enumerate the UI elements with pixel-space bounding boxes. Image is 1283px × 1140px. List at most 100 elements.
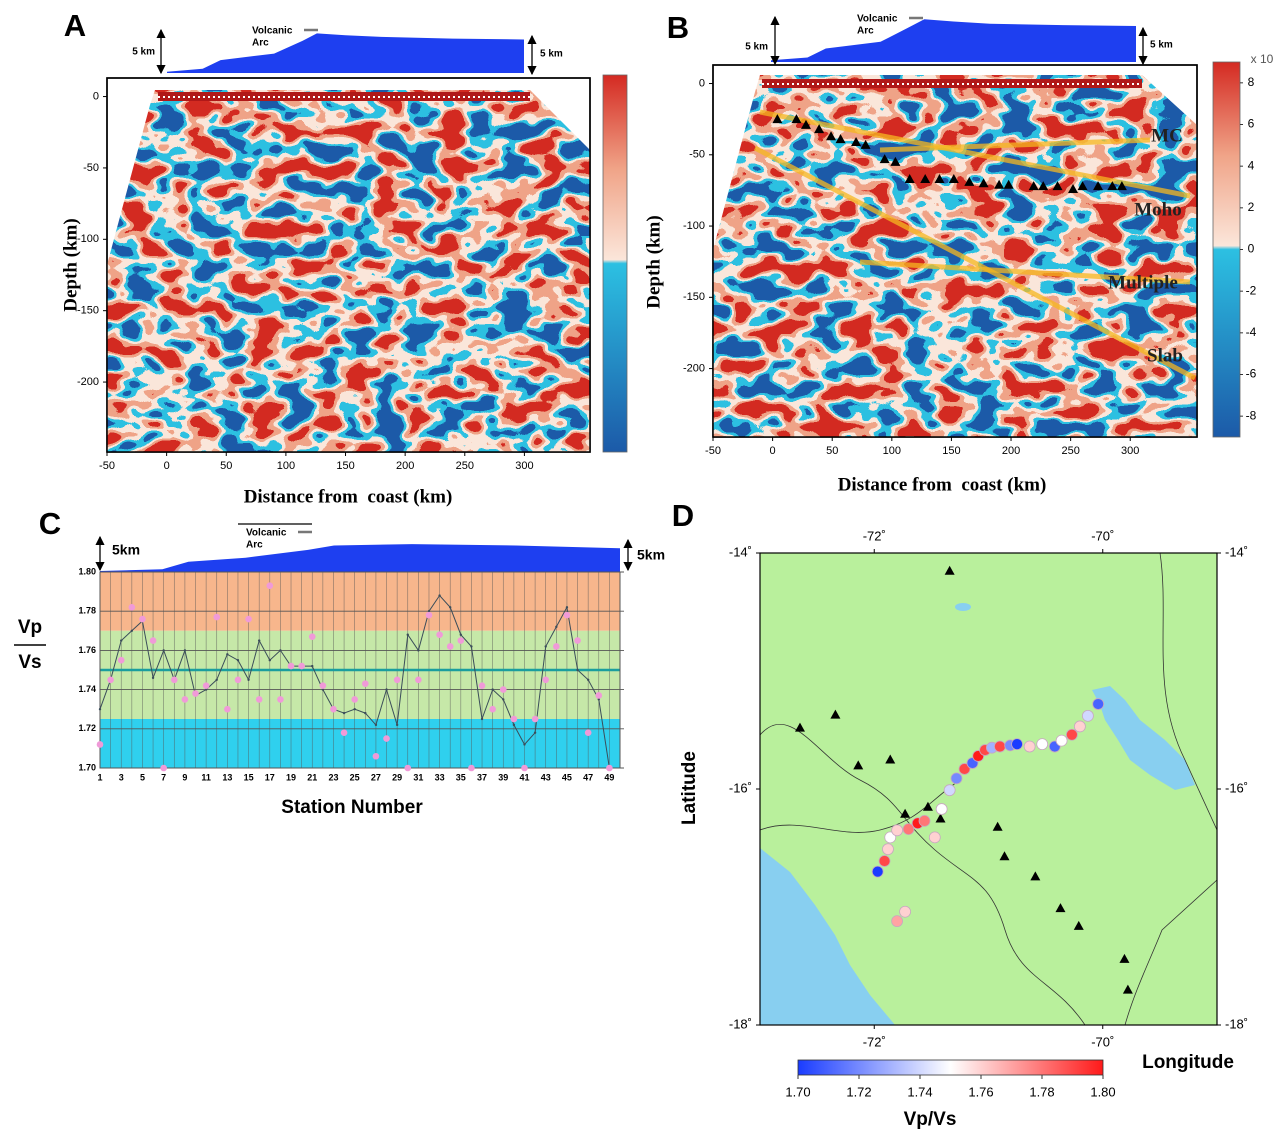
- annotation: Multiple: [1108, 272, 1178, 293]
- y-tick-label: -14˚: [729, 544, 752, 559]
- plot-border: [106, 77, 591, 453]
- line-vertex: [533, 731, 537, 734]
- line-vertex: [544, 645, 547, 648]
- pick-marker: [978, 178, 989, 188]
- x-tick-label: -50: [705, 445, 721, 457]
- colorbar-tick-label: -4: [1246, 325, 1257, 339]
- colorbar-tick-label: 2: [1248, 200, 1255, 214]
- scale-label: 5 km: [745, 42, 768, 53]
- vpvs-dot: [1092, 698, 1105, 710]
- colorbar-tick-label: 1.78: [1029, 1084, 1054, 1099]
- vpvs-dot: [943, 784, 956, 797]
- arc-label: Volcanic: [252, 26, 293, 37]
- x-tick-label: 21: [307, 772, 317, 782]
- vpvs-point: [245, 615, 252, 623]
- vpvs-dot: [882, 843, 894, 856]
- scale-label: 5 km: [540, 49, 563, 60]
- y-tick-label: -14˚: [1225, 544, 1248, 559]
- line-vertex: [342, 711, 346, 715]
- x-tick-label: 35: [456, 772, 466, 782]
- line-vertex: [565, 606, 569, 609]
- station: [1055, 903, 1066, 913]
- vpvs-point: [298, 662, 305, 670]
- line-vertex: [406, 633, 409, 636]
- panel-letter: B: [667, 10, 689, 45]
- vpvs-point: [287, 662, 295, 670]
- x-axis-label: Distance from coast (km): [838, 474, 1047, 495]
- colorbar-label: x 10: [1251, 52, 1274, 66]
- vpvs-point: [521, 764, 528, 772]
- x-tick-label: 200: [1002, 445, 1020, 457]
- vpvs-point: [308, 633, 316, 640]
- vpvs-point: [383, 735, 390, 742]
- topography: [167, 33, 524, 73]
- x-tick-label: 1: [97, 772, 102, 782]
- x-tick-label: 300: [1121, 445, 1139, 457]
- y-tick-label: -100: [77, 233, 99, 245]
- x-tick-label: -72˚: [863, 528, 886, 543]
- interpretation-line: [753, 145, 1197, 381]
- annotation: Moho: [1134, 199, 1182, 220]
- pick-marker: [835, 134, 846, 144]
- line-vertex: [385, 688, 388, 691]
- border-line: [1124, 879, 1217, 1025]
- x-axis-label: Distance from coast (km): [244, 486, 453, 507]
- line-vertex: [279, 649, 282, 652]
- panel-letter: C: [39, 506, 61, 541]
- line-vertex: [247, 678, 250, 681]
- plot-border: [712, 64, 1198, 438]
- y-axis-label: Vs: [18, 652, 41, 673]
- line-vertex: [204, 688, 208, 691]
- border-line: [760, 779, 961, 833]
- scale-label: 5km: [112, 542, 140, 558]
- x-tick-label: -70˚: [1091, 1034, 1114, 1049]
- x-tick-label: 250: [1061, 445, 1079, 457]
- line-vertex: [586, 678, 590, 681]
- pick-marker: [1107, 181, 1118, 191]
- vpvs-point: [234, 676, 242, 684]
- vpvs-point: [117, 656, 125, 664]
- topography: [100, 544, 620, 572]
- y-tick-label: 1.74: [78, 684, 96, 694]
- y-tick-label: -18˚: [1225, 1016, 1248, 1031]
- annotation: Slab: [1147, 345, 1183, 366]
- pick-marker: [1116, 181, 1127, 191]
- x-tick-label: 300: [515, 460, 533, 472]
- vpvs-point: [160, 764, 167, 772]
- y-tick-label: 1.78: [78, 606, 96, 616]
- y-tick-label: -16˚: [729, 780, 752, 795]
- y-axis-label: Depth (km): [60, 218, 81, 311]
- vpvs-point: [255, 696, 263, 703]
- scale-label: 5km: [637, 547, 665, 563]
- colorbar-tick-label: 1.72: [846, 1084, 871, 1099]
- arc-label: Arc: [857, 26, 874, 37]
- x-tick-label: 37: [477, 772, 487, 782]
- colorbar-tick-label: 8: [1248, 75, 1255, 89]
- vpvs-dot: [1023, 740, 1036, 753]
- vpvs-dot: [1081, 709, 1094, 722]
- vpvs-point: [478, 682, 486, 689]
- x-tick-label: -50: [99, 460, 115, 472]
- y-axis-label: Depth (km): [643, 215, 664, 308]
- x-tick-label: 23: [328, 772, 338, 782]
- y-tick-label: 1.72: [78, 723, 96, 733]
- pick-marker: [826, 131, 837, 141]
- section-image: [713, 75, 1197, 437]
- line-vertex: [438, 594, 441, 597]
- y-tick-label: 1.70: [78, 762, 96, 772]
- vpvs-point: [202, 682, 210, 689]
- vpvs-band: [100, 630, 620, 719]
- vpvs-point: [404, 764, 412, 772]
- vpvs-point: [128, 603, 136, 611]
- x-tick-label: 25: [350, 772, 360, 782]
- station: [1030, 871, 1041, 881]
- vpvs-dot: [884, 831, 897, 844]
- vpvs-dot: [935, 803, 948, 815]
- line-vertex: [395, 723, 399, 727]
- y-tick-label: 1.80: [78, 566, 96, 576]
- line-vertex: [480, 717, 484, 721]
- y-tick-label: -200: [683, 362, 705, 374]
- vpvs-dot: [994, 740, 1006, 753]
- line-vertex: [236, 659, 240, 662]
- colorbar: [1212, 61, 1241, 438]
